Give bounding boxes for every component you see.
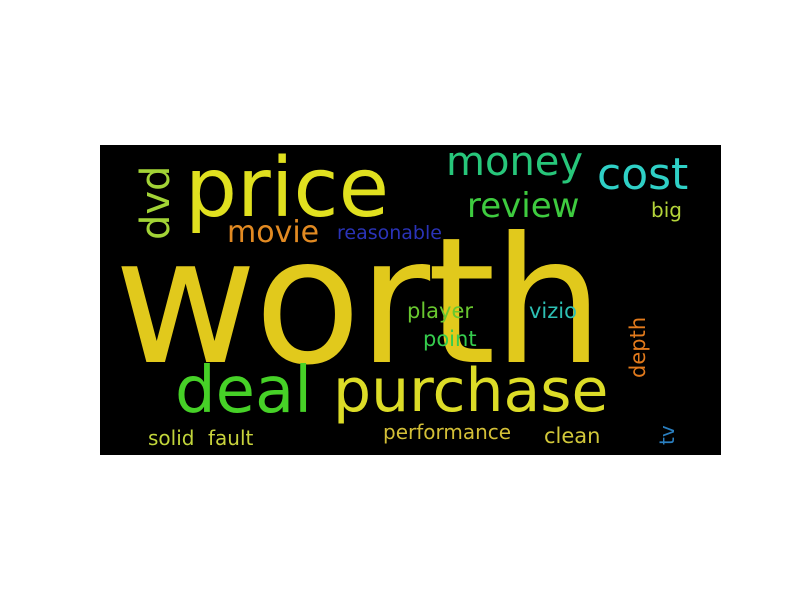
word-clean: clean	[544, 424, 601, 448]
word-cost: cost	[597, 149, 689, 200]
word-vizio: vizio	[529, 299, 577, 323]
word-depth: depth	[626, 316, 650, 378]
word-big: big	[651, 198, 682, 222]
word-player: player	[407, 299, 474, 323]
word-movie: movie	[227, 215, 320, 250]
word-worth: worth	[114, 201, 604, 404]
word-purchase: purchase	[333, 356, 609, 426]
word-performance: performance	[383, 420, 512, 444]
word-fault: fault	[208, 426, 254, 450]
word-solid: solid	[148, 426, 195, 450]
word-price: price	[185, 145, 390, 236]
word-money: money	[446, 145, 584, 185]
word-tv: tv	[655, 425, 679, 445]
word-cloud: worth price purchase deal money cost dvd…	[100, 145, 721, 455]
word-point: point	[423, 327, 477, 351]
word-dvd: dvd	[133, 165, 179, 240]
word-review: review	[467, 186, 580, 226]
word-reasonable: reasonable	[337, 222, 442, 244]
word-deal: deal	[175, 354, 312, 428]
